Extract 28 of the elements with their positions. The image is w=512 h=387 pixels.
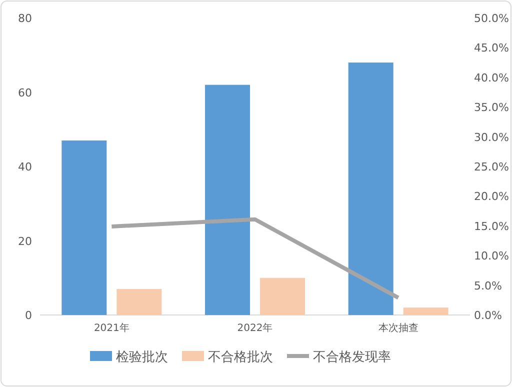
bar — [62, 140, 107, 315]
y-tick-label: 0 — [25, 309, 32, 322]
bar — [403, 308, 448, 315]
y2-tick-label: 15.0% — [474, 220, 509, 233]
y2-tick-label: 45.0% — [474, 42, 509, 55]
y2-tick-label: 50.0% — [474, 12, 509, 25]
bar — [205, 84, 250, 315]
y2-tick-label: 35.0% — [474, 101, 509, 114]
legend-label: 不合格批次 — [208, 350, 273, 365]
y-tick-label: 40 — [18, 160, 32, 174]
y2-tick-label: 5.0% — [474, 279, 502, 292]
x-tick-label: 2021年 — [94, 322, 130, 334]
x-tick-label: 本次抽查 — [378, 322, 418, 334]
legend-label: 检验批次 — [116, 350, 168, 365]
y-tick-label: 80 — [18, 12, 32, 25]
bar — [116, 289, 162, 315]
y2-tick-label: 25.0% — [474, 160, 509, 174]
bar — [260, 278, 305, 315]
bar — [348, 62, 394, 315]
legend-label: 不合格发现率 — [313, 349, 391, 365]
y-tick-label: 20 — [18, 234, 32, 248]
y2-tick-label: 20.0% — [474, 190, 509, 204]
y2-tick-label: 40.0% — [474, 71, 509, 84]
y2-tick-label: 0.0% — [474, 309, 502, 322]
y2-tick-label: 10.0% — [474, 250, 509, 263]
y-tick-label: 60 — [18, 86, 32, 100]
y2-tick-label: 30.0% — [474, 130, 509, 144]
x-tick-label: 2022年 — [237, 322, 273, 334]
